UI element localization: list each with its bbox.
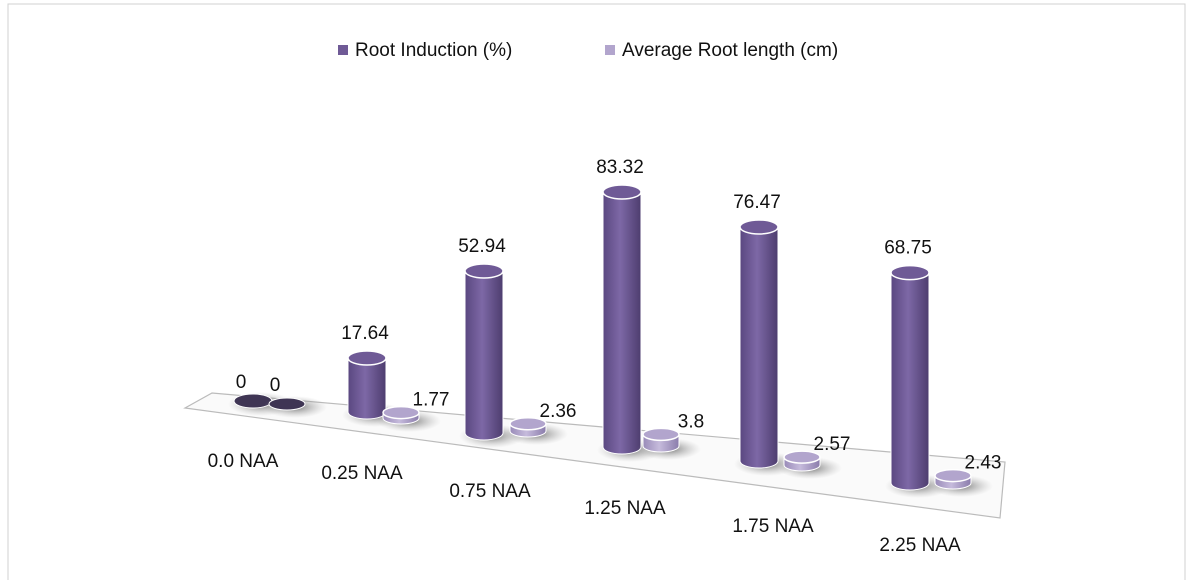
x-tick-label: 0.0 NAA	[208, 451, 279, 472]
bar	[739, 219, 779, 469]
bar-body	[890, 272, 930, 491]
data-label: 83.32	[596, 157, 644, 178]
bar-top	[509, 417, 547, 431]
bar-top	[642, 427, 680, 442]
bar-top	[464, 263, 504, 279]
data-label: 2.57	[814, 434, 851, 455]
data-label: 68.75	[884, 238, 932, 259]
legend-label: Average Root length (cm)	[622, 40, 838, 61]
bar-top	[739, 219, 779, 235]
data-label: 17.64	[341, 323, 389, 344]
bar	[347, 350, 387, 420]
chart-frame	[7, 3, 1186, 580]
data-label: 1.77	[413, 390, 450, 411]
bar	[382, 405, 420, 425]
bar-top	[890, 264, 930, 281]
legend-swatch	[605, 45, 615, 55]
data-label: 3.8	[678, 411, 704, 432]
x-tick-label: 0.75 NAA	[449, 481, 531, 502]
bar-top	[602, 184, 642, 200]
data-label: 0	[270, 375, 281, 396]
data-label: 52.94	[458, 236, 506, 257]
bar	[509, 417, 547, 438]
data-label: 2.36	[540, 401, 577, 422]
bar-body	[602, 191, 642, 455]
bar	[890, 264, 930, 491]
bar-top	[347, 350, 387, 366]
bar-top	[268, 397, 306, 411]
bar	[268, 397, 306, 411]
bar-body	[347, 357, 387, 420]
bar-top	[783, 450, 821, 464]
data-label: 2.43	[965, 453, 1002, 474]
data-label: 0	[236, 372, 247, 393]
x-tick-label: 0.25 NAA	[321, 463, 403, 484]
bar	[602, 184, 642, 455]
bar-top	[382, 405, 420, 420]
bar	[934, 468, 972, 490]
bar-body	[739, 226, 779, 469]
x-tick-label: 2.25 NAA	[879, 535, 961, 556]
legend: Root Induction (%) Average Root length (c…	[338, 40, 838, 61]
plot-area: 0.0 NAA 0.25 NAA 0.75 NAA 1.25 NAA 1.75 NAA 2…	[208, 157, 1002, 556]
bar	[464, 263, 504, 441]
bar-body	[464, 270, 504, 441]
x-tick-label: 1.75 NAA	[732, 516, 814, 537]
legend-label: Root Induction (%)	[355, 40, 512, 61]
legend-swatch	[338, 45, 348, 55]
bar	[642, 427, 680, 453]
x-tick-label: 1.25 NAA	[584, 498, 666, 519]
bar	[783, 450, 821, 472]
data-label: 76.47	[733, 192, 781, 213]
bar-top	[934, 468, 972, 483]
